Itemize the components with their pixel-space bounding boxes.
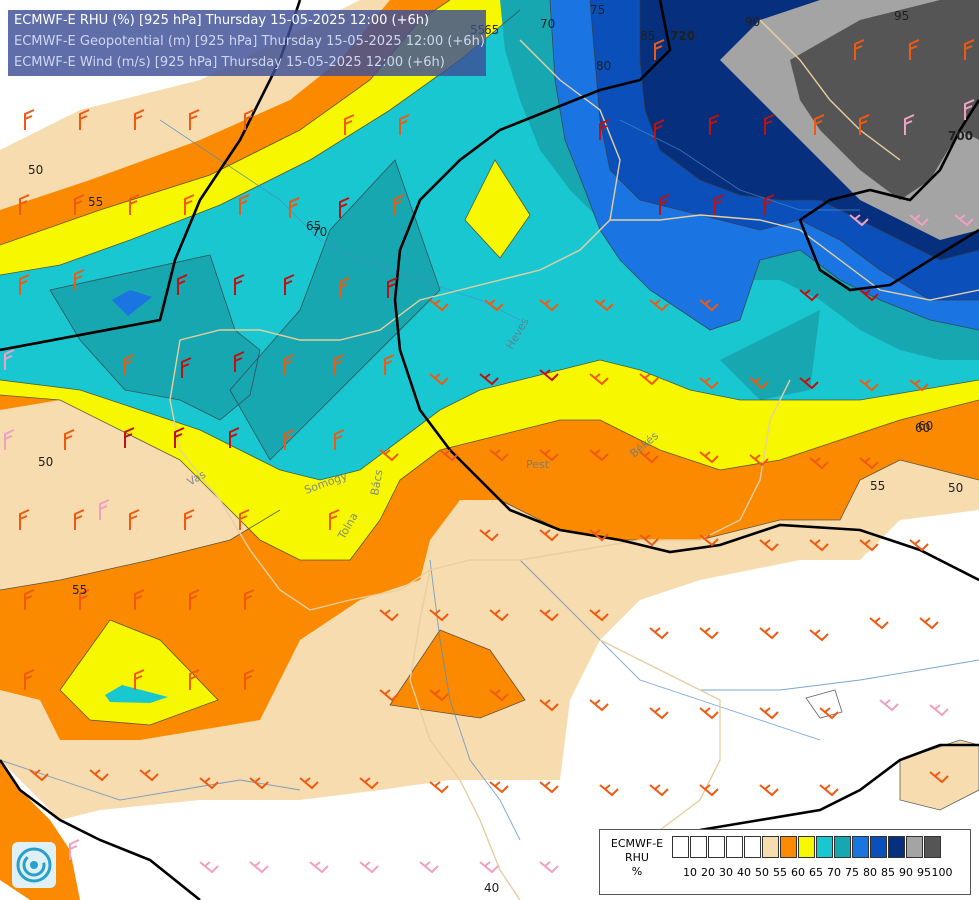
legend-color-box [798, 836, 815, 858]
legend-color-box [762, 836, 779, 858]
contour-label: 60 [915, 421, 930, 435]
contour-label: 50 [38, 455, 53, 469]
legend-color-box [906, 836, 923, 858]
rhu-legend: ECMWF-E RHU % 10 20 30 40 50 55 60 65 70 75 80 85 90… [599, 829, 971, 895]
rhu-island-70-south [105, 685, 168, 703]
contour-label: 80 [596, 59, 611, 73]
legend-color-box [708, 836, 725, 858]
legend-tick-label: 55 [773, 866, 787, 879]
title-wind: ECMWF-E Wind (m/s) [925 hPa] Thursday 15… [14, 55, 445, 70]
contour-label: 55 [88, 195, 103, 209]
legend-tick-label: 65 [809, 866, 823, 879]
contour-label: 65 [306, 219, 321, 233]
place-label: Pest [526, 458, 550, 471]
legend-tick-label: 60 [791, 866, 805, 879]
ecmwf-swirl-logo-icon [16, 847, 52, 883]
contour-label: 50 [948, 481, 963, 495]
place-label: Bács [368, 468, 385, 496]
legend-tick-label: 20 [701, 866, 715, 879]
legend-title-model: ECMWF-E [610, 837, 664, 850]
title-geopotential: ECMWF-E Geopotential (m) [925 hPa] Thurs… [14, 34, 485, 49]
contour-label: 60 [918, 419, 933, 433]
contour-label: 55 [72, 583, 87, 597]
rhu-band-55-south [0, 380, 200, 470]
legend-color-box [870, 836, 887, 858]
legend-color-box [672, 836, 689, 858]
ecmwf-logo [12, 842, 56, 888]
contour-label: 70 [312, 225, 327, 239]
contour-label: 95 [894, 9, 909, 23]
rhu-band-75-center [230, 160, 440, 460]
legend-tick-label: 75 [845, 866, 859, 879]
contour-label: 55 [870, 479, 885, 493]
legend-tick-label: 50 [755, 866, 769, 879]
legend-title-param: RHU [625, 851, 649, 864]
legend-tick-label: 30 [719, 866, 733, 879]
rhu-band-75-south [720, 310, 820, 400]
contour-label: 65 [484, 23, 499, 37]
river-lines [0, 119, 979, 841]
map-title-box: ECMWF-E RHU (%) [925 hPa] Thursday 15-05… [8, 10, 486, 76]
contour-label: 90 [745, 15, 760, 29]
legend-tick-label: 95 [917, 866, 931, 879]
legend-tick-label: 10 [683, 866, 697, 879]
contour-label: 85 [640, 29, 655, 43]
legend-tick-label: 70 [827, 866, 841, 879]
legend-color-box [690, 836, 707, 858]
rhu-band-55-se [900, 740, 979, 810]
legend-tick-label: 80 [863, 866, 877, 879]
legend-title-unit: % [631, 865, 643, 878]
legend-tick-label: 85 [881, 866, 895, 879]
contour-label: 40 [484, 881, 499, 895]
legend-color-box [888, 836, 905, 858]
legend-title: ECMWF-E RHU % [604, 837, 670, 879]
rhu-island-80-west [112, 290, 152, 316]
legend-color-box [816, 836, 833, 858]
title-rhu: ECMWF-E RHU (%) [925 hPa] Thursday 15-05… [14, 13, 430, 28]
rhu-band-100 [790, 0, 979, 200]
contour-label: 70 [540, 17, 555, 31]
geopotential-label: 700 [948, 129, 973, 143]
contour-label: 75 [590, 3, 605, 17]
border-lines [169, 19, 979, 900]
contour-label: 50 [28, 163, 43, 177]
legend-color-box [744, 836, 761, 858]
legend-color-box [834, 836, 851, 858]
legend-tick-label: 40 [737, 866, 751, 879]
geopotential-label: 720 [670, 29, 695, 43]
legend-color-box [852, 836, 869, 858]
legend-color-box [726, 836, 743, 858]
legend-tick-label: 100 [931, 866, 953, 879]
rhu-band-75-west [50, 255, 260, 420]
legend-color-box [780, 836, 797, 858]
legend-tick-label: 90 [899, 866, 913, 879]
rhu-island-65-north [465, 160, 530, 258]
rhu-contour-labels: 50 55 60 65 70 75 80 85 90 95 50 55 60 6… [28, 3, 973, 895]
legend-color-box [924, 836, 941, 858]
